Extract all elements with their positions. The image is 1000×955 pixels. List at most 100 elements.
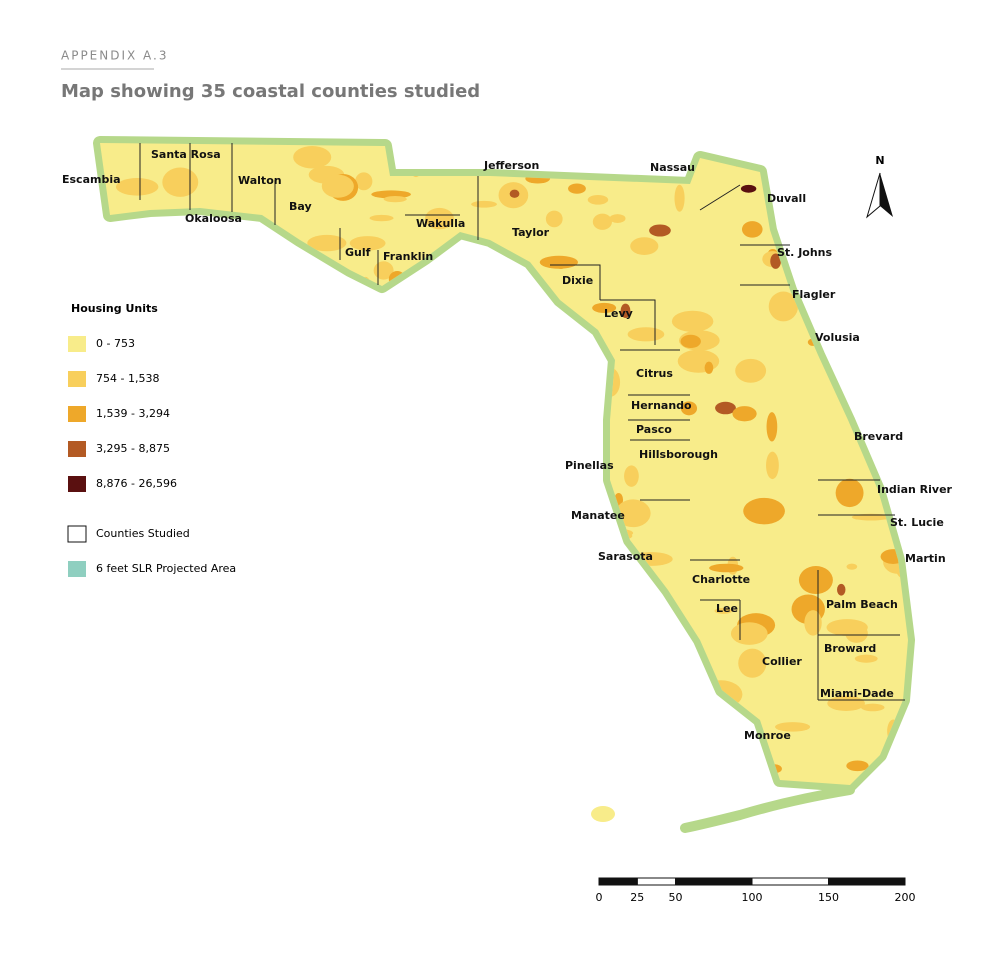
housing-patch xyxy=(615,499,651,528)
housing-patch xyxy=(142,582,172,603)
housing-patch xyxy=(279,293,322,305)
housing-patch xyxy=(156,243,182,256)
scale-label: 0 xyxy=(596,891,603,904)
housing-patch xyxy=(648,639,690,659)
housing-patch xyxy=(875,366,908,394)
housing-patch xyxy=(100,537,115,563)
housing-patch xyxy=(266,532,307,562)
housing-patch xyxy=(766,412,778,442)
housing-patch xyxy=(365,582,394,609)
housing-patch xyxy=(862,256,886,276)
county-label: Franklin xyxy=(383,250,433,263)
housing-patch xyxy=(807,222,820,234)
housing-patch xyxy=(404,644,417,662)
legend-label: 1,539 - 3,294 xyxy=(96,407,170,420)
housing-patch xyxy=(715,401,736,415)
housing-patch xyxy=(704,361,714,374)
housing-patch xyxy=(804,610,822,636)
housing-patch xyxy=(144,632,177,642)
scale-segment xyxy=(636,877,676,886)
housing-patch xyxy=(735,358,767,383)
housing-patch xyxy=(380,746,402,770)
housing-patch xyxy=(206,234,227,244)
housing-patch xyxy=(186,312,214,333)
housing-patch xyxy=(886,155,908,174)
housing-patch xyxy=(482,417,521,435)
scale-label: 100 xyxy=(742,891,763,904)
housing-patch xyxy=(741,221,763,238)
housing-patch xyxy=(562,563,588,573)
housing-patch xyxy=(220,626,257,650)
scale-segment xyxy=(751,877,829,886)
housing-patch xyxy=(609,214,626,223)
housing-patch xyxy=(674,184,685,212)
housing-patch xyxy=(265,652,279,662)
housing-patch xyxy=(730,622,768,645)
housing-patch xyxy=(846,173,856,198)
legend-swatch xyxy=(68,441,86,457)
county-label: Gulf xyxy=(345,246,371,259)
housing-patch xyxy=(425,207,454,230)
housing-patch xyxy=(101,219,122,238)
housing-patch xyxy=(391,479,421,490)
housing-patch xyxy=(680,334,701,349)
housing-patch xyxy=(279,518,303,544)
housing-patch xyxy=(768,291,799,322)
county-label: St. Johns xyxy=(777,246,833,259)
housing-patch xyxy=(378,336,393,365)
housing-patch xyxy=(462,621,473,638)
housing-patch xyxy=(300,499,320,528)
housing-patch xyxy=(371,190,411,199)
housing-patch xyxy=(295,449,307,459)
housing-patch xyxy=(451,540,488,569)
housing-patch xyxy=(520,652,531,677)
housing-patch xyxy=(250,310,294,328)
title: Map showing 35 coastal counties studied xyxy=(61,81,480,102)
legend-swatch xyxy=(68,561,86,577)
housing-patch xyxy=(348,324,367,337)
housing-patch xyxy=(213,759,223,776)
north-label: N xyxy=(875,154,884,167)
housing-patch xyxy=(293,145,332,169)
housing-patch xyxy=(835,478,864,508)
housing-patch xyxy=(129,320,155,328)
housing-patch xyxy=(627,327,665,342)
housing-patch xyxy=(106,761,127,785)
housing-patch xyxy=(766,451,779,480)
housing-patch xyxy=(235,253,254,282)
housing-patch xyxy=(386,304,417,314)
housing-patch xyxy=(208,586,242,609)
housing-patch xyxy=(181,646,222,659)
housing-patch xyxy=(495,301,535,325)
housing-patch xyxy=(508,352,518,361)
housing-patch xyxy=(680,401,698,416)
housing-patch xyxy=(383,195,407,203)
county-label: Lee xyxy=(716,602,738,615)
housing-patch xyxy=(592,302,617,313)
housing-patch xyxy=(472,484,492,492)
housing-patch xyxy=(652,738,672,767)
housing-patch xyxy=(295,552,308,570)
housing-patch xyxy=(151,238,163,259)
housing-patch xyxy=(318,512,329,527)
county-label: Collier xyxy=(762,655,802,668)
housing-patch xyxy=(429,637,469,663)
scale-bar: 0 25 50 100 150 200 xyxy=(596,877,916,904)
housing-patch xyxy=(743,497,785,525)
county-label: Santa Rosa xyxy=(151,148,221,161)
housing-patch xyxy=(119,741,163,751)
housing-patch xyxy=(121,383,136,405)
housing-patch xyxy=(268,502,299,512)
housing-patch xyxy=(274,276,298,304)
housing-patch xyxy=(509,189,520,198)
housing-patch xyxy=(798,566,833,595)
housing-patch xyxy=(507,627,528,641)
county-label: Manatee xyxy=(571,509,625,522)
housing-patch xyxy=(398,616,436,635)
county-labels: Escambia Santa Rosa Okaloosa Walton Bay Gulf F… xyxy=(62,148,953,742)
housing-patch xyxy=(349,236,386,251)
housing-patch xyxy=(159,635,201,652)
county-label: Martin xyxy=(905,552,946,565)
housing-patch xyxy=(373,540,386,557)
